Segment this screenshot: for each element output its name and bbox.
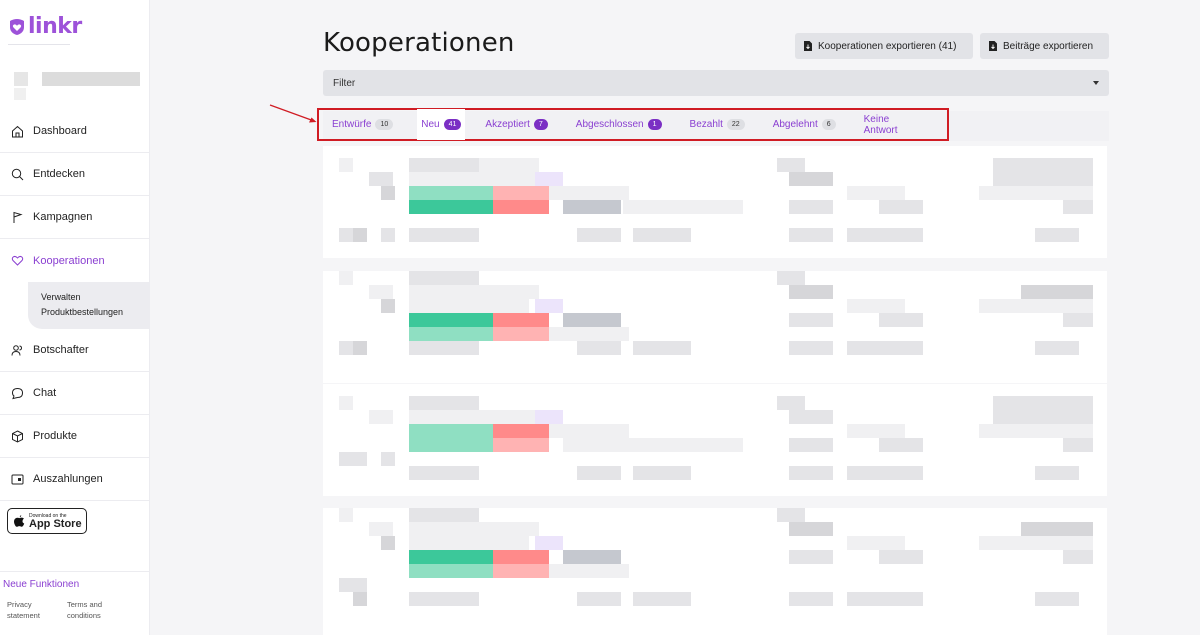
sidebar-item-kampagnen[interactable]: Kampagnen — [0, 196, 150, 239]
tab-count-badge: 10 — [375, 119, 394, 130]
file-download-icon — [989, 41, 997, 51]
tab-abgeschlossen[interactable]: Abgeschlossen 1 — [572, 109, 666, 140]
tab-label: Entwürfe — [332, 119, 372, 130]
sidebar-item-label: Chat — [33, 387, 57, 399]
tab-label: Akzeptiert — [485, 119, 530, 130]
sidebar-subitem-verwalten[interactable]: Verwalten — [41, 292, 81, 302]
status-tabs: Entwürfe 10 Neu 41 Akzeptiert 7 Abgeschl… — [317, 108, 949, 141]
export-cooperations-button[interactable]: Kooperationen exportieren (41) — [795, 33, 973, 59]
terms-link[interactable]: Terms and conditions — [67, 600, 103, 620]
app-store-badge[interactable]: Download on the App Store — [7, 508, 87, 534]
tab-bezahlt[interactable]: Bezahlt 22 — [686, 109, 749, 140]
tab-count-badge: 6 — [821, 119, 836, 130]
export-cooperations-label: Kooperationen exportieren (41) — [818, 40, 957, 52]
tab-akzeptiert[interactable]: Akzeptiert 7 — [481, 109, 551, 140]
sidebar-item-botschafter[interactable]: Botschafter — [0, 329, 150, 372]
tab-abgelehnt[interactable]: Abgelehnt 6 — [769, 109, 840, 140]
tab-count-badge: 41 — [443, 119, 462, 130]
logo-text: linkr — [28, 14, 82, 39]
users-icon — [10, 343, 24, 357]
sidebar-item-label: Botschafter — [33, 344, 89, 356]
tab-count-badge: 22 — [726, 119, 745, 130]
sidebar-subitem-produktbestellungen[interactable]: Produktbestellungen — [41, 307, 124, 317]
cooperation-card-partial[interactable] — [323, 619, 1107, 635]
app-store-big-text: App Store — [29, 517, 82, 530]
sidebar-item-label: Produkte — [33, 430, 78, 442]
logo-divider — [8, 44, 70, 45]
sidebar-item-label: Entdecken — [33, 168, 85, 180]
annotation-arrow-icon — [269, 104, 317, 123]
tab-count-badge: 7 — [533, 119, 548, 130]
flag-icon — [10, 210, 24, 224]
tab-label: Bezahlt — [689, 119, 723, 130]
new-features-link[interactable]: Neue Funktionen — [3, 579, 80, 590]
file-download-icon — [804, 41, 812, 51]
apple-icon — [14, 515, 25, 527]
sidebar-nav: Dashboard Entdecken Kampagnen Kooperatio… — [0, 110, 150, 501]
search-icon — [10, 167, 24, 181]
export-posts-label: Beiträge exportieren — [1003, 40, 1094, 52]
logo[interactable]: linkr — [8, 14, 82, 39]
sidebar-item-produkte[interactable]: Produkte — [0, 415, 150, 458]
sidebar-item-label: Kooperationen — [33, 254, 105, 267]
sidebar-item-chat[interactable]: Chat — [0, 372, 150, 415]
page-title: Kooperationen — [323, 28, 515, 58]
sidebar: linkr Dashboard Entdecken Kampagnen — [0, 0, 150, 635]
chat-icon — [10, 386, 24, 400]
app-store-small-text: Download on the — [29, 512, 67, 519]
tab-count-badge: 1 — [647, 119, 662, 130]
caret-down-icon — [1093, 81, 1099, 85]
wallet-icon — [10, 472, 24, 486]
cooperation-card-blurred[interactable] — [323, 384, 1107, 496]
filter-dropdown[interactable]: Filter — [323, 70, 1109, 96]
tab-entwuerfe[interactable]: Entwürfe 10 — [328, 109, 397, 140]
sidebar-item-label: Auszahlungen — [33, 473, 103, 485]
sidebar-item-entdecken[interactable]: Entdecken — [0, 153, 150, 196]
sidebar-item-auszahlungen[interactable]: Auszahlungen — [0, 458, 150, 501]
filter-label: Filter — [333, 77, 356, 89]
user-profile-blurred[interactable] — [14, 72, 140, 100]
heart-icon — [10, 254, 24, 268]
tab-label: Abgelehnt — [772, 119, 818, 130]
cooperation-card-blurred[interactable] — [323, 508, 1107, 620]
tab-label: Keine Antwort — [863, 113, 898, 136]
sidebar-subnav: Verwalten Produktbestellungen — [28, 282, 150, 329]
sidebar-item-label: Kampagnen — [33, 211, 93, 223]
sidebar-item-dashboard[interactable]: Dashboard — [0, 110, 150, 153]
tab-keine-antwort[interactable]: Keine Antwort — [860, 109, 927, 140]
export-posts-button[interactable]: Beiträge exportieren — [980, 33, 1109, 59]
home-icon — [10, 124, 24, 138]
tab-label: Neu — [421, 119, 440, 130]
sidebar-item-kooperationen[interactable]: Kooperationen — [0, 239, 150, 282]
footer-links: Privacy statement Terms and conditions — [7, 599, 111, 621]
cooperation-card-blurred[interactable] — [323, 146, 1107, 258]
privacy-link[interactable]: Privacy statement — [7, 600, 40, 620]
box-icon — [10, 429, 24, 443]
tab-label: Abgeschlossen — [575, 119, 644, 130]
logo-heart-icon — [10, 18, 24, 35]
sidebar-footer-divider — [0, 571, 150, 572]
sidebar-item-label: Dashboard — [33, 125, 87, 137]
tab-neu[interactable]: Neu 41 — [417, 109, 466, 140]
cooperation-card-blurred[interactable] — [323, 271, 1107, 383]
